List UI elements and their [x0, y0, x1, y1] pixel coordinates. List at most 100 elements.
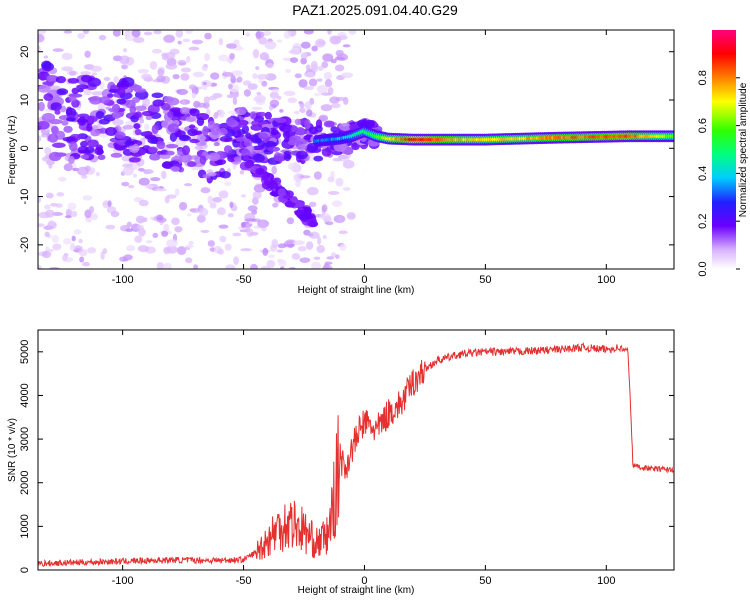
spectrogram-cell — [68, 95, 77, 102]
spectrogram-cell — [277, 243, 287, 249]
spectrogram-cell — [179, 107, 190, 115]
snr-ytick-label: 3000 — [19, 427, 31, 451]
spectrogram-cell — [43, 55, 49, 59]
spectrogram-cell — [323, 120, 335, 128]
spectrogram-cell — [163, 223, 170, 232]
spectrogram-cell — [163, 96, 174, 103]
spectrogram-cell — [97, 154, 106, 161]
spectrogram-cell — [209, 202, 217, 209]
spectrogram-cell — [295, 180, 301, 188]
spectrogram-cell — [76, 119, 89, 124]
spectrogram-cell — [61, 66, 73, 72]
spectrogram-cell — [165, 150, 175, 156]
spectrogram-cell — [317, 236, 322, 245]
spectrogram-cell — [41, 62, 54, 72]
spectrogram-cell — [126, 245, 136, 252]
spectrogram-cell — [208, 95, 218, 101]
spectrogram-cell — [159, 154, 171, 160]
spectrogram-cell — [188, 240, 194, 245]
spectrogram-cell — [286, 217, 295, 225]
spectrogram-cell — [207, 195, 213, 204]
spectrogram-cell — [240, 221, 246, 229]
spectrogram-cell — [276, 39, 283, 43]
spectrogram-cell — [252, 48, 260, 58]
spectrogram-cell — [138, 227, 146, 237]
spectrogram-cell — [48, 266, 60, 269]
spectrogram-ytick-label: 0 — [19, 145, 31, 151]
spectrogram-ylabel: Frequency (Hz) — [7, 116, 18, 185]
spectrogram-cell — [176, 88, 189, 95]
spectrogram-cell — [61, 52, 73, 61]
spectrogram-cell — [224, 137, 233, 142]
spectrogram-cell — [306, 109, 313, 117]
spectrogram-cell — [219, 171, 231, 179]
spectrogram-cell — [322, 216, 332, 223]
spectrogram-cell — [334, 56, 346, 61]
spectrogram-cell — [56, 88, 69, 96]
spectrogram-cell — [316, 245, 325, 254]
spectrogram-cell — [128, 143, 140, 153]
spectrogram-cell — [172, 73, 180, 80]
spectrogram-cell — [249, 263, 258, 269]
spectrogram-cell — [52, 48, 64, 52]
spectrogram-cell — [244, 223, 251, 231]
spectrogram-cell — [69, 242, 76, 252]
spectrogram-cell — [177, 40, 182, 45]
spectrogram-cell — [201, 64, 208, 71]
spectrogram-cell — [285, 68, 292, 73]
spectrogram-cell — [149, 216, 155, 221]
spectrogram-cell — [351, 142, 360, 151]
spectrogram-cell — [128, 157, 141, 163]
spectrogram-xtick-label: 50 — [479, 274, 491, 286]
spectrogram-cell — [210, 72, 220, 80]
spectrogram-cell — [188, 124, 196, 129]
spectrogram-ytick-label: -10 — [19, 189, 31, 205]
spectrogram-cell — [291, 253, 301, 260]
spectrogram-cell — [182, 38, 191, 43]
spectrogram-cell — [46, 75, 56, 82]
spectrogram-cell — [77, 88, 84, 93]
spectrogram-cell — [196, 116, 205, 127]
spectrogram-cell — [212, 196, 222, 203]
spectrogram-cell — [322, 264, 333, 269]
spectrogram-cell — [304, 101, 312, 110]
snr-xtick-label: -100 — [112, 575, 134, 587]
spectrogram-cell — [52, 142, 66, 148]
colorbar-tick-label: 0.0 — [697, 261, 709, 276]
spectrogram-cell — [95, 171, 100, 177]
spectrogram-cell — [254, 137, 262, 144]
spectrogram-cell — [144, 184, 154, 189]
spectrogram-cell — [218, 224, 229, 229]
spectrogram-cell — [51, 234, 59, 243]
spectrogram-cell — [67, 155, 75, 165]
spectrogram-cell — [181, 145, 191, 156]
spectrogram-cell — [63, 163, 74, 172]
spectrogram-cell — [200, 187, 211, 194]
spectrogram-cell — [80, 140, 89, 148]
spectrogram-cell — [269, 91, 279, 99]
spectrogram-cell — [114, 131, 126, 140]
spectrogram-cell — [142, 97, 150, 107]
spectrogram-cell — [186, 161, 197, 167]
spectrogram-cell — [180, 73, 190, 81]
spectrogram-cell — [323, 71, 333, 81]
spectrogram-cell — [105, 224, 116, 230]
spectrogram-cell — [321, 61, 329, 69]
spectrogram-cell — [218, 37, 223, 46]
spectrogram-cell — [280, 266, 285, 269]
spectrogram-cell — [188, 46, 200, 51]
spectrogram-cell — [254, 94, 266, 103]
spectrogram-xtick-label: 100 — [597, 274, 615, 286]
spectrogram-cell — [329, 35, 342, 45]
spectrogram-cell — [311, 64, 319, 73]
spectrogram-cell — [142, 169, 154, 174]
spectrogram-cell — [317, 40, 326, 46]
spectrogram-cell — [139, 148, 146, 156]
spectrogram-cell — [341, 72, 353, 79]
spectrogram-cell — [132, 37, 145, 43]
spectrogram-cell — [230, 75, 236, 84]
spectrogram-cell — [157, 68, 165, 77]
spectrogram-cell — [671, 134, 674, 139]
snr-ytick-label: 5000 — [19, 340, 31, 364]
